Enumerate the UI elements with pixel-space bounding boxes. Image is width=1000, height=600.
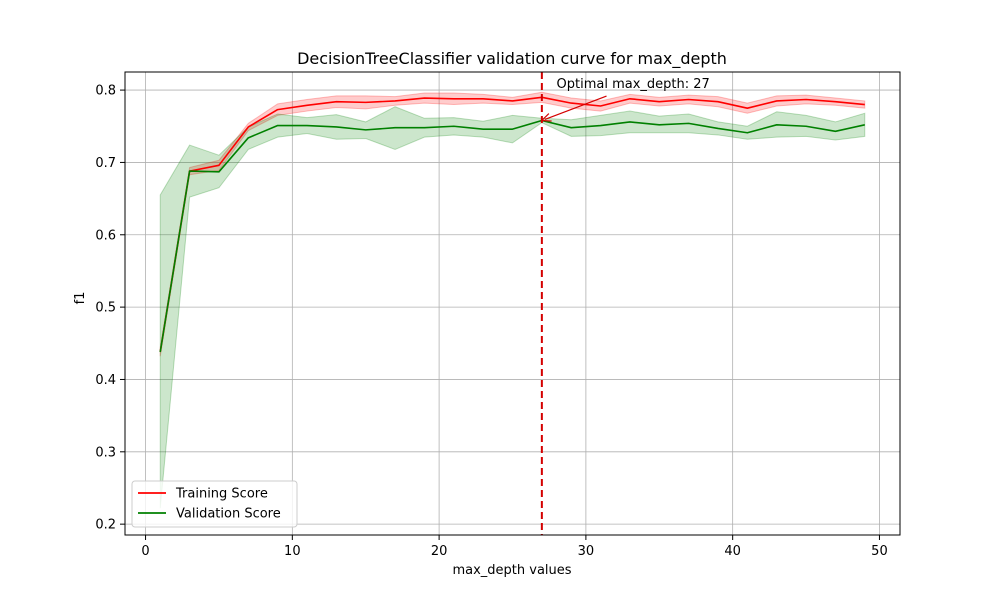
series-lines	[159, 96, 865, 353]
x-tick-label: 30	[578, 544, 595, 559]
y-tick-label: 0.4	[95, 373, 116, 388]
chart-title: DecisionTreeClassifier validation curve …	[297, 49, 727, 69]
legend: Training Score Validation Score	[131, 480, 298, 528]
axis-ticks: 0 10 20 30 40 50 0.2 0.3 0.4 0.5 0.6 0.7 0.8	[95, 84, 887, 559]
series-band-0	[159, 91, 866, 357]
x-tick-label: 0	[141, 544, 149, 559]
annotation-text: Optimal max_depth: 27	[557, 77, 710, 92]
annotation-arrow-head	[540, 113, 552, 122]
x-tick-label: 40	[724, 544, 741, 559]
x-tick-label: 10	[284, 544, 301, 559]
x-tick-label: 50	[871, 544, 888, 559]
x-axis-label: max_depth values	[452, 563, 571, 578]
y-tick-label: 0.3	[95, 445, 116, 460]
series-line-1	[159, 119, 865, 353]
annotation-group: Optimal max_depth: 27	[540, 77, 710, 122]
grid	[125, 72, 900, 535]
legend-label-0: Training Score	[175, 487, 268, 502]
series-band-1	[159, 106, 866, 509]
y-tick-label: 0.7	[95, 156, 116, 171]
y-tick-label: 0.5	[95, 301, 116, 316]
y-axis-label: f1	[73, 292, 88, 305]
annotation-arrow-shaft	[544, 95, 607, 121]
x-tick-label: 20	[431, 544, 448, 559]
legend-label-1: Validation Score	[176, 507, 281, 522]
y-tick-label: 0.2	[95, 518, 116, 533]
plot-frame	[124, 71, 901, 536]
confidence-bands	[159, 91, 866, 509]
series-line-0	[159, 96, 865, 353]
legend-box	[131, 480, 298, 528]
y-tick-label: 0.8	[95, 84, 116, 99]
y-tick-label: 0.6	[95, 228, 116, 243]
